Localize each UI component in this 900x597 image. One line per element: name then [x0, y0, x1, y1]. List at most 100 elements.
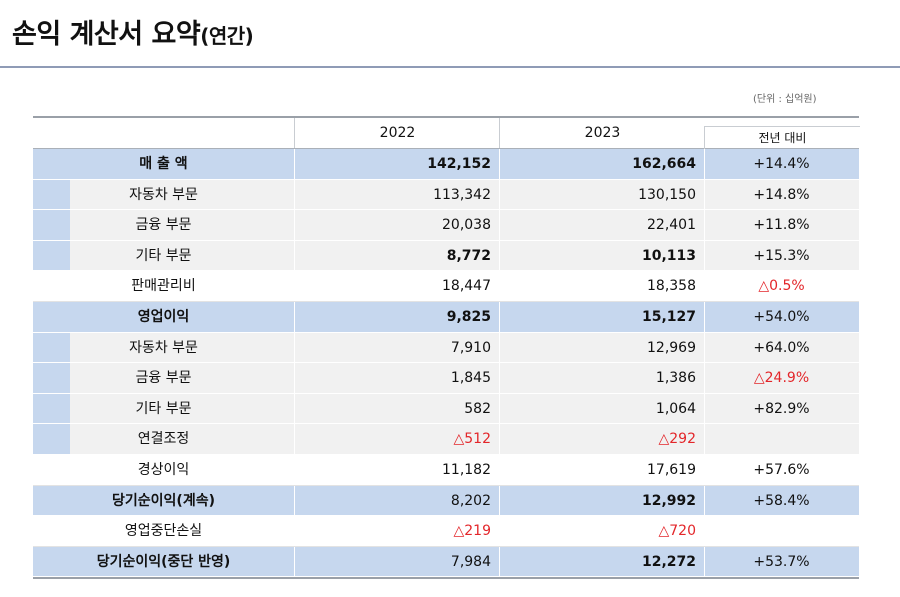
table-row: 당기순이익(계속) 8,202 12,992 +58.4%	[33, 485, 859, 517]
column-separator	[704, 546, 705, 577]
value-yoy: +64.0%	[753, 339, 810, 356]
column-separator	[294, 301, 295, 332]
table-row: 기타 부문 8,772 10,113 +15.3%	[33, 240, 859, 272]
column-separator	[294, 271, 295, 301]
value-2023: 17,619	[647, 461, 696, 478]
value-2022: 7,910	[450, 339, 491, 356]
header-yoy: 전년 대비	[704, 126, 860, 149]
value-yoy: +82.9%	[753, 400, 810, 417]
column-separator	[294, 363, 295, 393]
row-label: 영업이익	[137, 308, 190, 325]
row-label: 금융 부문	[135, 217, 192, 234]
table-header: 2022 2023 전년 대비	[33, 118, 860, 149]
page-title: 손익 계산서 요약(연간)	[12, 12, 254, 51]
column-separator	[704, 516, 705, 546]
column-separator	[294, 516, 295, 546]
row-sub-background	[70, 179, 859, 210]
column-separator	[499, 454, 500, 485]
value-2023: △292	[658, 431, 697, 448]
table-row: 연결조정 △512 △292	[33, 424, 859, 455]
column-separator	[704, 424, 705, 454]
column-separator	[294, 332, 295, 363]
value-2023: 162,664	[632, 156, 696, 172]
column-separator	[499, 363, 500, 393]
table-row: 자동차 부문 113,342 130,150 +14.8%	[33, 179, 859, 211]
table-row: 경상이익 11,182 17,619 +57.6%	[33, 454, 859, 486]
column-separator	[704, 271, 705, 301]
value-yoy: △0.5%	[758, 278, 805, 295]
row-label: 자동차 부문	[129, 186, 198, 203]
table-row: 자동차 부문 7,910 12,969 +64.0%	[33, 332, 859, 364]
row-sub-background	[70, 393, 859, 424]
table-row: 기타 부문 582 1,064 +82.9%	[33, 393, 859, 425]
row-label: 당기순이익(계속)	[112, 492, 215, 509]
value-2022: 142,152	[427, 156, 491, 172]
column-separator	[704, 393, 705, 424]
column-separator	[294, 179, 295, 210]
header-year-2023: 2023	[499, 118, 705, 148]
column-separator	[499, 332, 500, 363]
table-row: 판매관리비 18,447 18,358 △0.5%	[33, 271, 859, 302]
value-2022: 582	[464, 400, 491, 417]
value-yoy: +54.0%	[753, 308, 810, 325]
row-label: 기타 부문	[135, 400, 192, 417]
table-body: 매 출 액 142,152 162,664 +14.4% 자동차 부문 113,342 13…	[33, 149, 859, 578]
column-separator	[499, 516, 500, 546]
value-2022: 8,202	[450, 492, 491, 509]
table-row: 영업이익 9,825 15,127 +54.0%	[33, 301, 859, 333]
value-2022: 9,825	[446, 308, 491, 325]
table-row: 영업중단손실 △219 △720	[33, 516, 859, 547]
column-separator	[704, 485, 705, 516]
value-2022: 18,447	[442, 278, 491, 295]
row-sub-background	[70, 424, 859, 454]
value-2023: 12,969	[647, 339, 696, 356]
row-sub-background	[70, 210, 859, 240]
column-separator	[704, 179, 705, 210]
title-divider	[0, 66, 900, 68]
column-separator	[294, 546, 295, 577]
value-2022: △219	[453, 523, 492, 540]
column-separator	[499, 485, 500, 516]
column-separator	[499, 271, 500, 301]
unit-note: (단위 : 십억원)	[753, 94, 817, 105]
row-label: 금융 부문	[135, 370, 192, 387]
value-yoy: +11.8%	[753, 217, 810, 234]
column-separator	[704, 149, 705, 179]
row-label: 자동차 부문	[129, 339, 198, 356]
column-separator	[704, 363, 705, 393]
value-yoy: △24.9%	[753, 370, 810, 387]
income-statement-table: 2022 2023 전년 대비 매 출 액 142,152 162,664 +14.4…	[33, 116, 860, 580]
value-2023: 1,064	[655, 400, 696, 417]
value-yoy: +53.7%	[753, 553, 810, 570]
table-row: 금융 부문 20,038 22,401 +11.8%	[33, 210, 859, 241]
column-separator	[499, 424, 500, 454]
value-2023: 130,150	[638, 186, 696, 203]
value-2023: 12,992	[641, 492, 696, 509]
column-separator	[294, 210, 295, 240]
value-yoy	[704, 424, 859, 454]
value-2023: 15,127	[641, 308, 696, 325]
value-yoy: +14.4%	[753, 156, 810, 172]
value-2023: △720	[658, 523, 697, 540]
value-2022: 20,038	[442, 217, 491, 234]
value-yoy: +57.6%	[753, 461, 810, 478]
column-separator	[704, 332, 705, 363]
value-2022: △512	[453, 431, 492, 448]
row-label: 기타 부문	[135, 247, 192, 264]
row-label: 당기순이익(중단 반영)	[96, 553, 231, 570]
column-separator	[294, 454, 295, 485]
value-2023: 1,386	[655, 370, 696, 387]
column-separator	[499, 301, 500, 332]
value-yoy: +58.4%	[753, 492, 810, 509]
column-separator	[294, 485, 295, 516]
row-label: 경상이익	[137, 461, 190, 478]
page-title-sub: (연간)	[200, 24, 254, 48]
column-separator	[704, 210, 705, 240]
column-separator	[704, 454, 705, 485]
row-label: 판매관리비	[131, 278, 196, 295]
row-label: 연결조정	[137, 431, 190, 448]
table-row: 매 출 액 142,152 162,664 +14.4%	[33, 149, 859, 180]
header-year-2022: 2022	[294, 118, 500, 148]
page-title-main: 손익 계산서 요약	[12, 19, 201, 50]
row-sub-background	[70, 363, 859, 393]
